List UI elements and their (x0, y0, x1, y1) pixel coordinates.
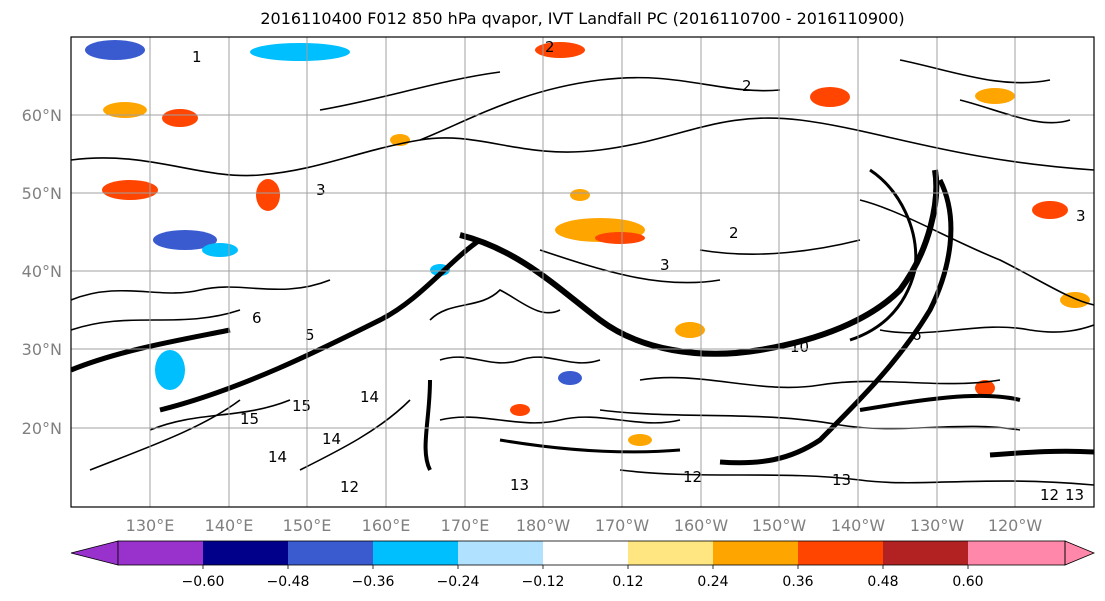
lon-labels: 130°E 140°E 150°E 160°E 170°E 180°W 170°… (126, 516, 1043, 535)
contour-label: 13 (832, 471, 851, 489)
colorbar-segment (798, 541, 883, 565)
lon-label: 140°W (831, 516, 886, 535)
lat-label-50n: 50°N (22, 184, 62, 203)
contour-label: 5 (305, 326, 315, 344)
contour-label: 14 (322, 430, 341, 448)
lon-label: 130°W (910, 516, 965, 535)
lat-label-60n: 60°N (22, 106, 62, 125)
ivt-contours (71, 59, 1094, 486)
colorbar-segment (543, 541, 628, 565)
contour-label: 14 (360, 388, 379, 406)
colorbar-tick-label: 0.36 (782, 574, 813, 590)
colorbar-frame (117, 540, 1066, 566)
contour-label: 6 (912, 326, 922, 344)
gridlines (71, 37, 1094, 507)
lon-label: 180°W (516, 516, 571, 535)
contour-label: 15 (240, 410, 259, 428)
figure-title: 2016110400 F012 850 hPa qvapor, IVT Land… (260, 9, 905, 28)
map-content: 1 2 2 2 3 3 3 5 6 6 10 12 12 12 13 13 13… (71, 37, 1094, 507)
lat-labels: 60°N 50°N 40°N 30°N 20°N (22, 106, 62, 438)
colorbar-tick-label: −0.60 (182, 574, 225, 590)
colorbar-segment (118, 541, 203, 565)
colorbar-tick-label: 0.12 (612, 574, 643, 590)
lon-label: 150°E (283, 516, 332, 535)
contour-label: 3 (660, 256, 670, 274)
map-background (71, 37, 1094, 507)
colorbar-tick-label: −0.48 (267, 574, 310, 590)
lon-label: 160°E (362, 516, 411, 535)
contour-label: 14 (268, 448, 287, 466)
colorbar-extend-low (70, 540, 119, 566)
contour-label: 10 (790, 338, 809, 356)
colorbar-segment (883, 541, 968, 565)
ivt-bands (71, 168, 1094, 471)
contour-label: 2 (545, 38, 555, 56)
contour-label: 12 (340, 478, 359, 496)
lon-label: 120°W (988, 516, 1043, 535)
contour-label: 15 (292, 397, 311, 415)
lon-label: 160°W (674, 516, 729, 535)
contour-label: 13 (1065, 486, 1084, 504)
colorbar-segment (373, 541, 458, 565)
colorbar-extend-high (1064, 540, 1096, 566)
colorbar-tick-label: 0.48 (867, 574, 898, 590)
contour-label: 12 (683, 468, 702, 486)
contour-label: 3 (1076, 207, 1086, 225)
contour-label: 1 (192, 48, 202, 66)
lon-label: 170°E (441, 516, 490, 535)
contour-labels: 1 2 2 2 3 3 3 5 6 6 10 12 12 12 13 13 13… (192, 38, 1086, 504)
colorbar-tick-label: −0.24 (437, 574, 480, 590)
lon-label: 150°W (752, 516, 807, 535)
contour-label: 12 (1040, 486, 1059, 504)
lon-label: 170°W (595, 516, 650, 535)
lat-label-20n: 20°N (22, 419, 62, 438)
colorbar-segment (628, 541, 713, 565)
contour-label: 2 (729, 224, 739, 242)
colorbar-tick-label: 0.24 (697, 574, 728, 590)
lat-label-40n: 40°N (22, 262, 62, 281)
map-frame (70, 36, 1095, 508)
colorbar-segment (203, 541, 288, 565)
contour-label: 6 (252, 309, 262, 327)
colorbar-ticks (202, 565, 969, 569)
colorbar-tick-label: −0.12 (522, 574, 565, 590)
colorbar-segment (288, 541, 373, 565)
contour-label: 2 (742, 77, 752, 95)
colorbar-segment (713, 541, 798, 565)
colorbar-segment (458, 541, 543, 565)
qvapor-shading (85, 40, 1090, 446)
colorbar-tick-label: 0.60 (952, 574, 983, 590)
lon-label: 130°E (126, 516, 175, 535)
contour-label: 13 (510, 476, 529, 494)
lat-label-30n: 30°N (22, 340, 62, 359)
contour-label: 3 (316, 181, 326, 199)
colorbar-tick-label: −0.36 (352, 574, 395, 590)
lon-label: 140°E (205, 516, 254, 535)
colorbar-segment (968, 541, 1065, 565)
colorbar: −0.60 −0.48 −0.36 −0.24 −0.12 0.12 0.24 … (70, 540, 1096, 590)
